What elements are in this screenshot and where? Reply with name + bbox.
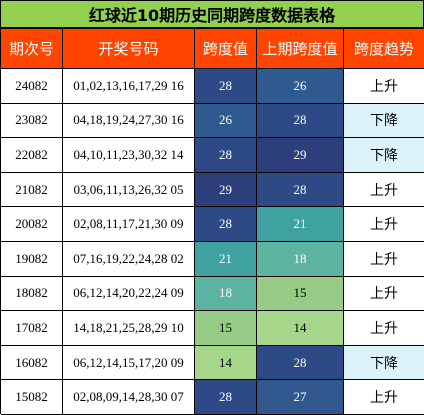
cell-span: 28 (195, 207, 257, 242)
cell-span: 29 (195, 172, 257, 208)
cell-prev-span: 28 (257, 172, 344, 208)
cell-prev-span: 14 (257, 311, 344, 346)
cell-span: 14 (195, 345, 257, 381)
header-trend: 跨度趋势 (344, 29, 424, 69)
table-title: 红球近10期历史同期跨度数据表格 (0, 0, 424, 28)
cell-prev-span: 21 (257, 207, 344, 242)
header-numbers: 开奖号码 (63, 29, 195, 69)
cell-numbers: 07,16,19,22,24,28 02 (63, 241, 195, 277)
cell-issue: 22082 (1, 138, 63, 173)
cell-span: 21 (195, 241, 257, 277)
cell-issue: 24082 (1, 69, 63, 104)
cell-numbers: 06,12,14,20,22,24 09 (63, 276, 195, 312)
header-prev-span: 上期跨度值 (257, 29, 344, 69)
cell-span: 28 (195, 380, 257, 415)
cell-issue: 19082 (1, 241, 63, 277)
cell-trend: 上升 (344, 69, 424, 104)
cell-prev-span: 28 (257, 345, 344, 381)
cell-prev-span: 27 (257, 380, 344, 415)
cell-issue: 16082 (1, 345, 63, 381)
cell-trend: 下降 (344, 138, 424, 173)
cell-trend: 上升 (344, 311, 424, 346)
cell-issue: 18082 (1, 276, 63, 312)
cell-numbers: 04,10,11,23,30,32 14 (63, 138, 195, 173)
cell-numbers: 03,06,11,13,26,32 05 (63, 172, 195, 208)
cell-issue: 23082 (1, 103, 63, 139)
cell-trend: 上升 (344, 380, 424, 415)
cell-issue: 20082 (1, 207, 63, 242)
cell-trend: 上升 (344, 207, 424, 242)
cell-numbers: 14,18,21,25,28,29 10 (63, 311, 195, 346)
cell-prev-span: 26 (257, 69, 344, 104)
cell-trend: 上升 (344, 276, 424, 312)
cell-numbers: 02,08,11,17,21,30 09 (63, 207, 195, 242)
cell-trend: 上升 (344, 241, 424, 277)
cell-span: 28 (195, 138, 257, 173)
cell-issue: 17082 (1, 311, 63, 346)
cell-prev-span: 18 (257, 241, 344, 277)
cell-prev-span: 28 (257, 103, 344, 139)
header-issue: 期次号 (1, 29, 63, 69)
cell-trend: 上升 (344, 172, 424, 208)
cell-issue: 21082 (1, 172, 63, 208)
cell-issue: 15082 (1, 380, 63, 415)
table-grid: 期次号 开奖号码 跨度值 上期跨度值 跨度趋势 24082 01,02,13,16… (0, 28, 424, 415)
cell-numbers: 02,08,09,14,28,30 07 (63, 380, 195, 415)
cell-numbers: 01,02,13,16,17,29 16 (63, 69, 195, 104)
cell-trend: 下降 (344, 345, 424, 381)
cell-trend: 下降 (344, 103, 424, 139)
cell-numbers: 06,12,14,15,17,20 09 (63, 345, 195, 381)
cell-prev-span: 29 (257, 138, 344, 173)
cell-span: 15 (195, 311, 257, 346)
cell-span: 26 (195, 103, 257, 139)
cell-span: 28 (195, 69, 257, 104)
cell-prev-span: 15 (257, 276, 344, 312)
header-span: 跨度值 (195, 29, 257, 69)
cell-numbers: 04,18,19,24,27,30 16 (63, 103, 195, 139)
cell-span: 18 (195, 276, 257, 312)
